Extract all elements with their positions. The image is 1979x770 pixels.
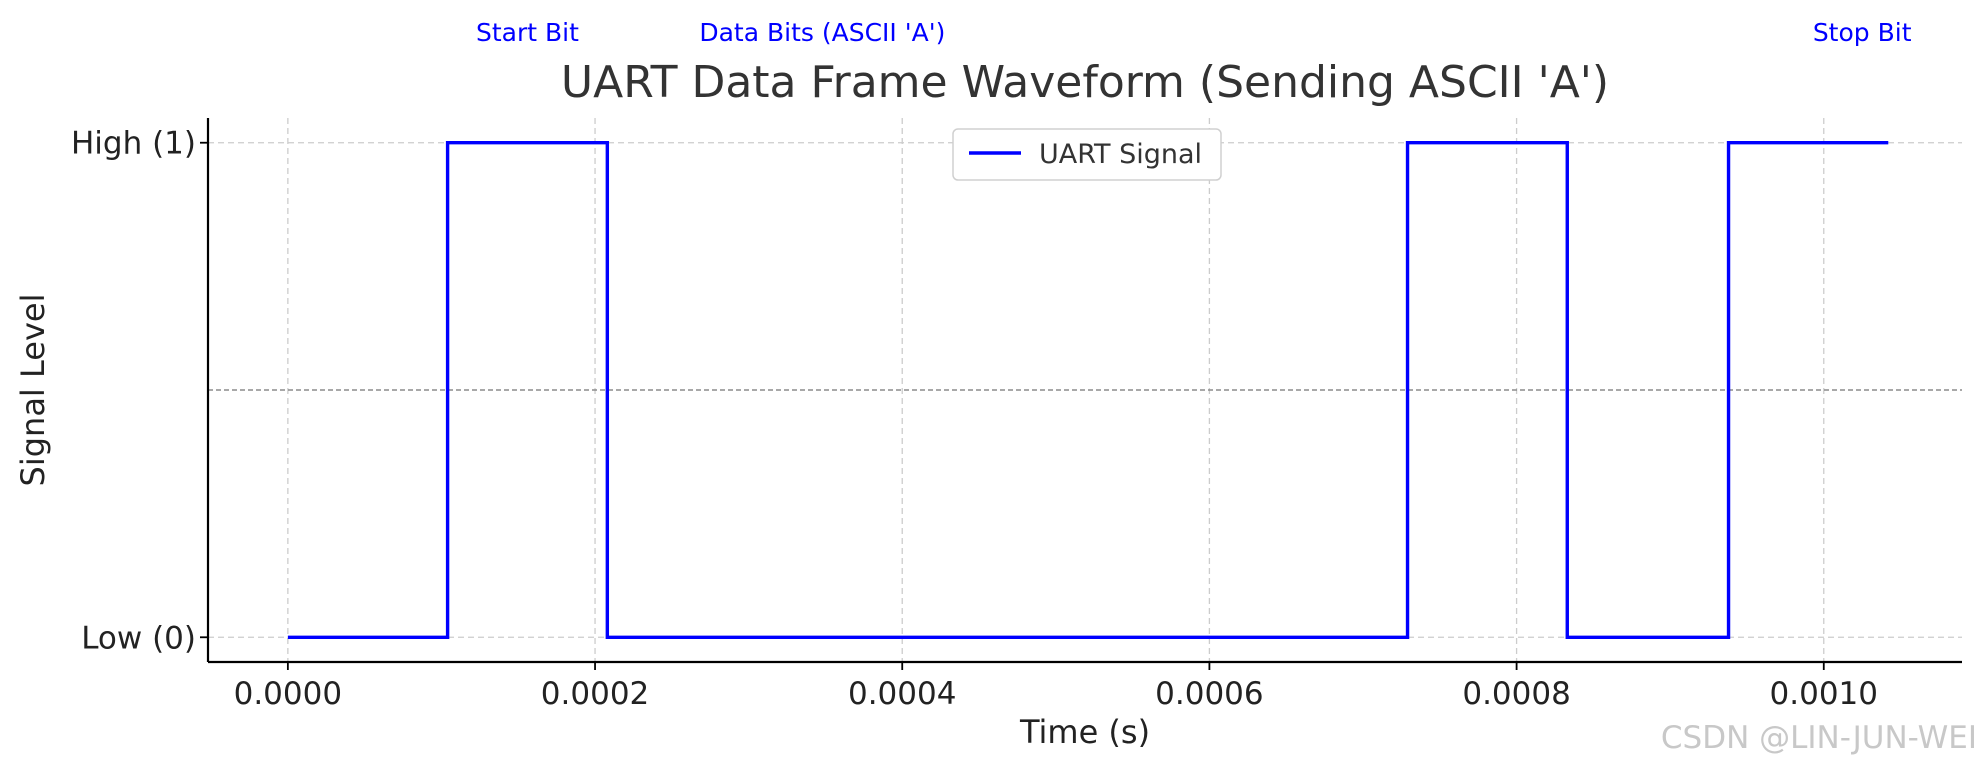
annotations: Start Bit Data Bits (ASCII 'A') Stop Bit — [476, 18, 1912, 47]
chart-title: UART Data Frame Waveform (Sending ASCII … — [561, 57, 1609, 108]
legend-label-uart-signal: UART Signal — [1039, 139, 1202, 170]
series-layer — [287, 141, 1889, 639]
legend: UART Signal — [952, 128, 1222, 181]
x-tick-label: 0.0008 — [1462, 676, 1570, 712]
watermark: CSDN @LIN-JUN-WEI — [1661, 720, 1977, 756]
annotation-label: Start Bit — [476, 18, 579, 47]
x-axis-label: Time (s) — [1019, 713, 1150, 751]
y-tick-label: High (1) — [71, 126, 196, 162]
y-axis-label: Signal Level — [14, 294, 52, 487]
annotation-label: Data Bits (ASCII 'A') — [699, 18, 945, 47]
x-tick-label: 0.0006 — [1155, 676, 1263, 712]
x-tick-label: 0.0004 — [848, 676, 956, 712]
y-tick-label: Low (0) — [81, 620, 196, 656]
x-tick-label: 0.0010 — [1770, 676, 1878, 712]
series-line-uart-signal — [287, 141, 1889, 639]
axes — [206, 118, 1962, 664]
x-tick-label: 0.0000 — [234, 676, 342, 712]
annotation-label: Stop Bit — [1813, 18, 1912, 47]
legend-box — [952, 128, 1222, 181]
ticks-layer: 0.0000 0.0002 0.0004 0.0006 0.0008 0.0010 Low … — [71, 126, 1878, 712]
x-tick-label: 0.0002 — [541, 676, 649, 712]
